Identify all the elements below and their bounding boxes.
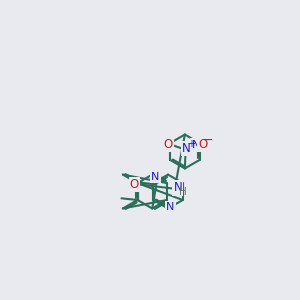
Text: O: O	[130, 178, 139, 190]
Text: H: H	[179, 187, 187, 197]
Text: N: N	[191, 140, 200, 150]
Text: N: N	[182, 142, 191, 155]
Text: +: +	[187, 140, 195, 149]
Text: N: N	[173, 182, 182, 194]
Text: −: −	[202, 134, 213, 147]
Text: N: N	[151, 172, 160, 182]
Text: O: O	[164, 138, 173, 151]
Text: N: N	[166, 202, 175, 212]
Text: O: O	[199, 138, 208, 151]
